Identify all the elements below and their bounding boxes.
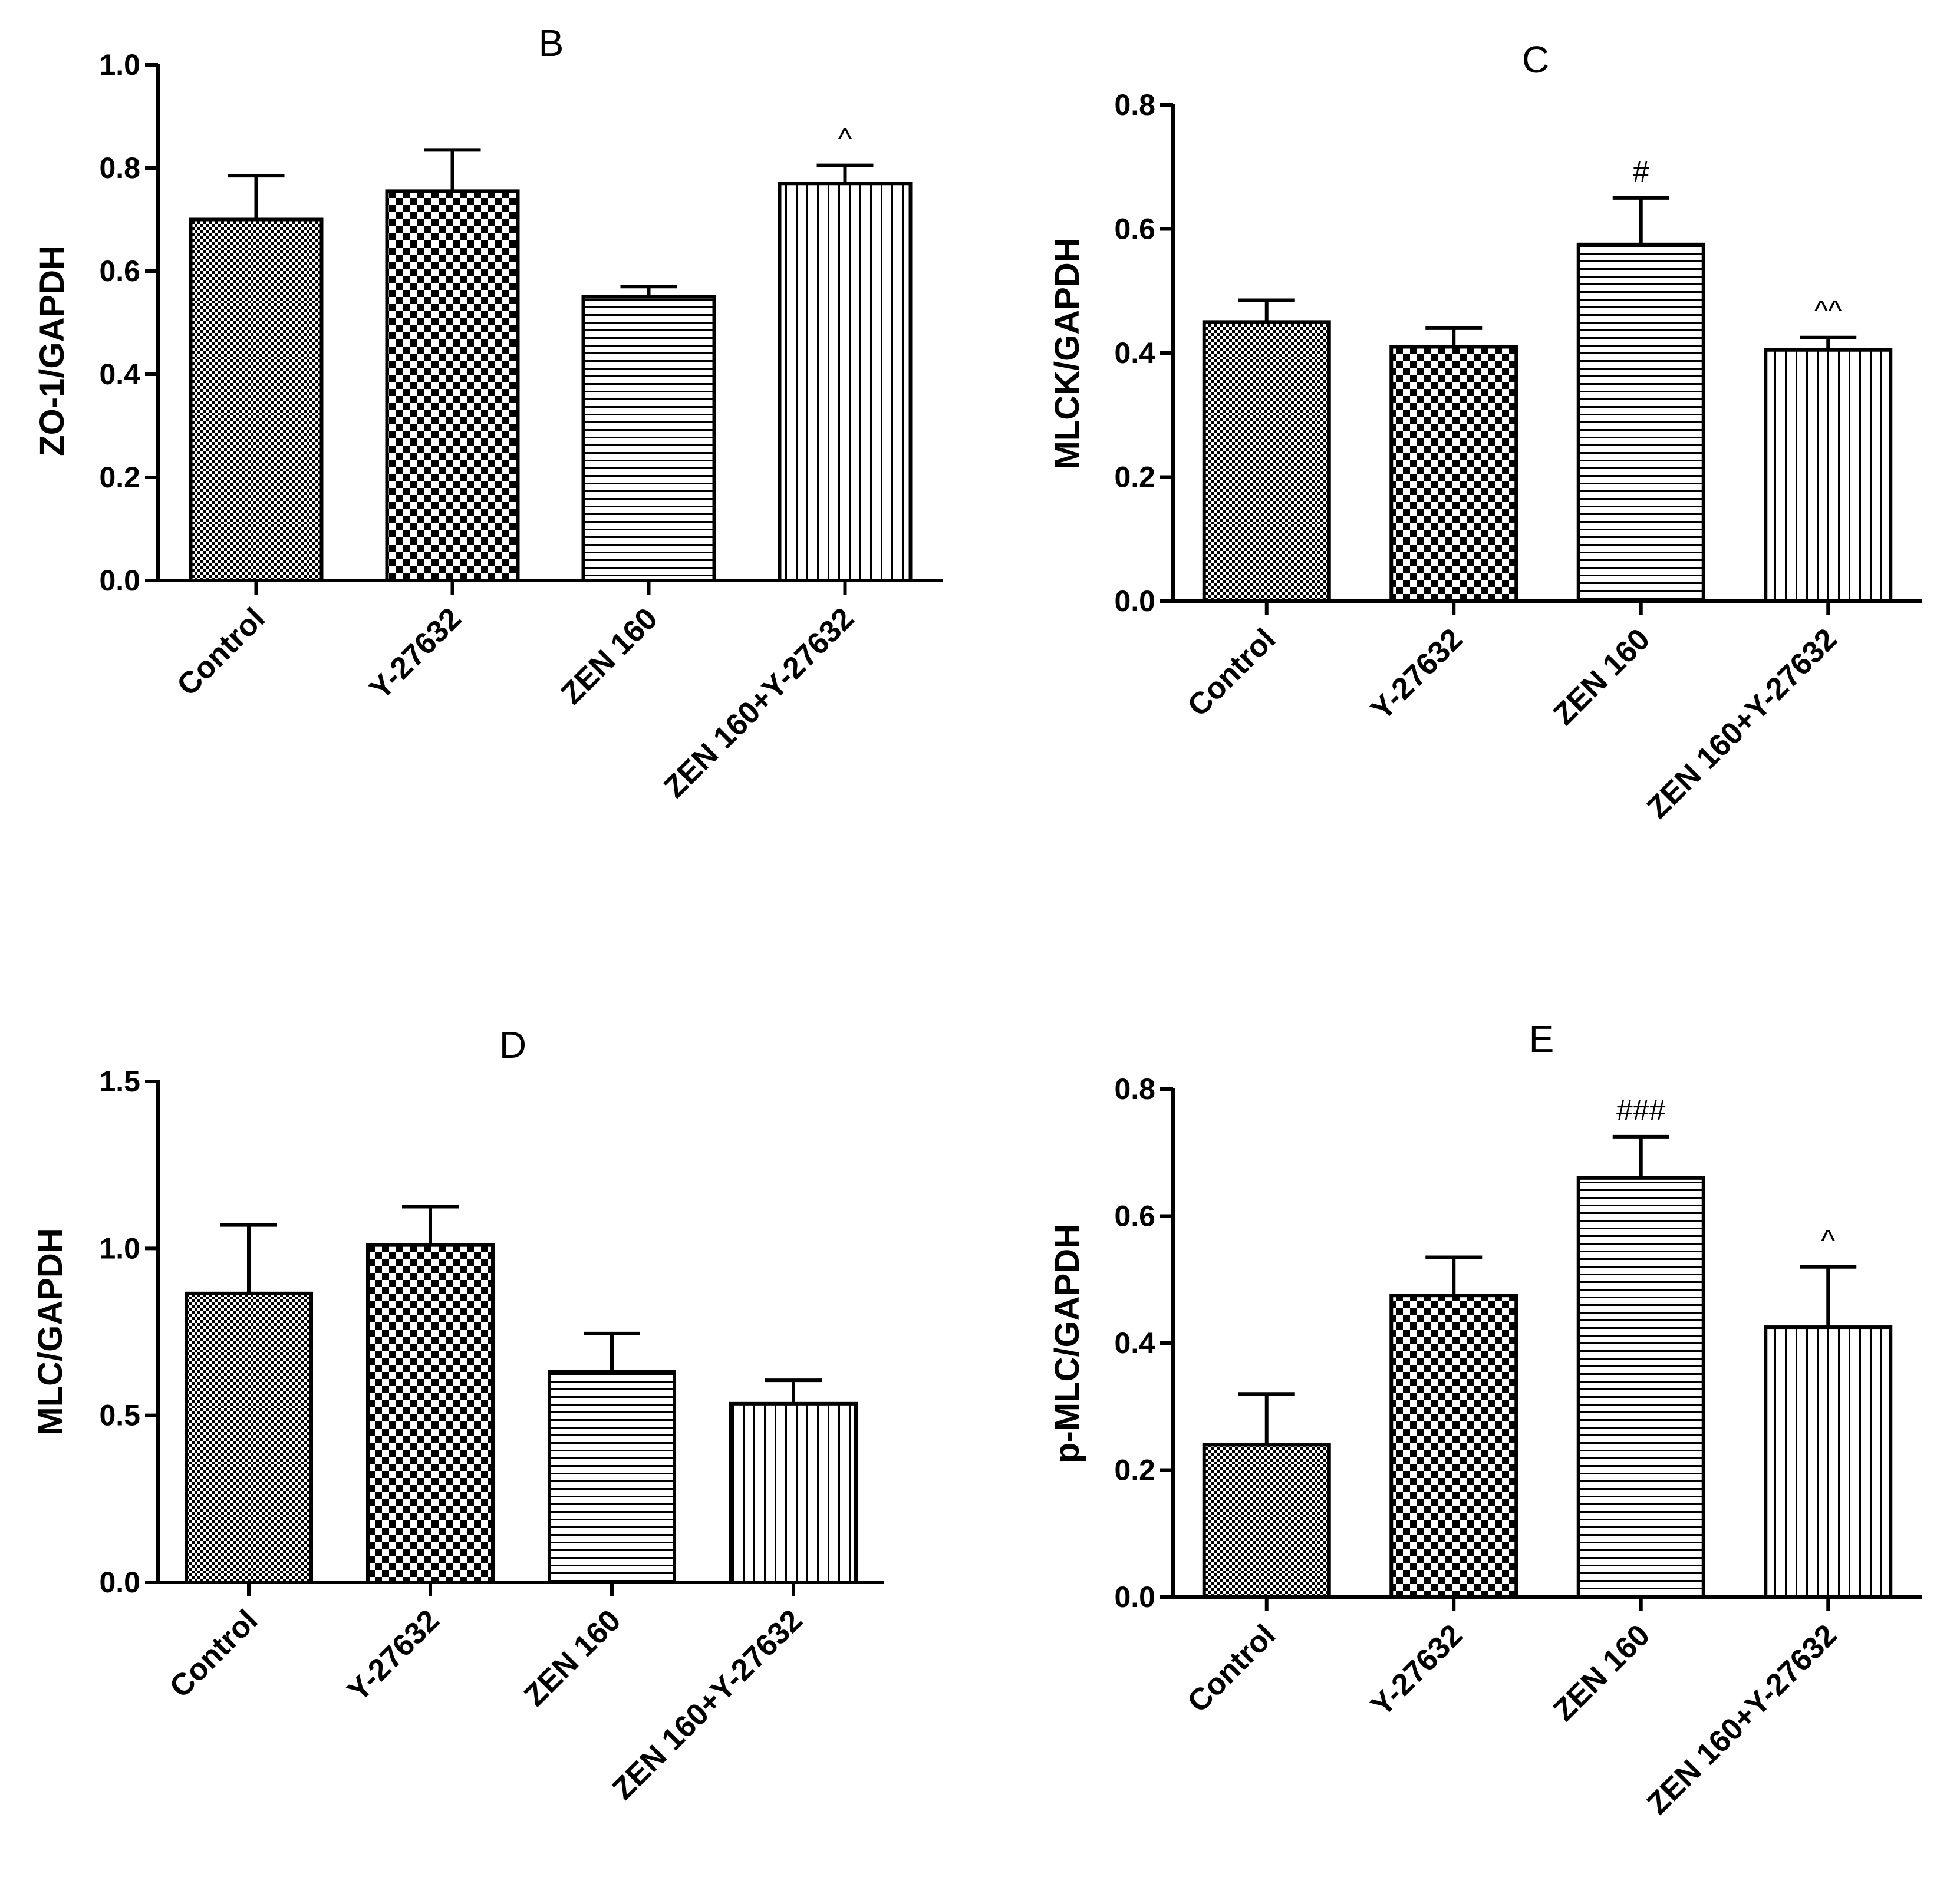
y-tick-label: 0.0 [1114, 585, 1155, 618]
y-tick-label: 0.2 [99, 461, 140, 494]
chart-panel-b: B ZO-1/GAPDH 0.0 0.2 0.4 0.6 0.8 1.0 Control Y-… [0, 0, 979, 943]
bar [1764, 348, 1893, 603]
y-tick-label: 0.5 [99, 1399, 140, 1432]
y-axis-label: p-MLC/GAPDH [1048, 1224, 1086, 1463]
x-category-label: Y-27632 [1365, 1618, 1470, 1723]
bar [581, 295, 716, 582]
x-category-label: ZEN 160+Y-27632 [1641, 622, 1844, 825]
chart-title: B [539, 22, 564, 64]
chart-title: D [499, 1024, 526, 1066]
bar [1576, 1176, 1705, 1599]
y-tick-label: 0.4 [1114, 337, 1155, 370]
significance-label: ^^ [1814, 295, 1842, 328]
x-category-label: Control [1181, 1618, 1283, 1719]
y-axis-label: MLC/GAPDH [31, 1228, 70, 1435]
significance-label: ^ [838, 123, 852, 156]
chart-panel-d: D MLC/GAPDH 0.0 0.5 1.0 1.5 Control Y-27632 ZE… [0, 990, 979, 1887]
bar [1764, 1325, 1893, 1599]
bar [189, 217, 324, 582]
bar [1202, 1443, 1331, 1599]
chart-c-svg: C MLCK/GAPDH 0.0 0.2 0.4 0.6 0.8 Control Y-276… [1048, 38, 1922, 825]
x-category-label: ZEN 160+Y-27632 [1641, 1618, 1844, 1821]
y-tick-label: 0.8 [1114, 1073, 1155, 1106]
x-category-label: ZEN 160+Y-27632 [657, 601, 861, 804]
x-category-label: ZEN 160 [555, 601, 664, 711]
chart-d-svg: D MLC/GAPDH 0.0 0.5 1.0 1.5 Control Y-27632 ZE… [31, 1024, 884, 1806]
bar [1389, 1294, 1518, 1599]
chart-panel-e: E p-MLC/GAPDH 0.0 0.2 0.4 0.6 0.8 Control Y-27… [979, 990, 1960, 1887]
y-tick-label: 0.6 [1114, 1200, 1155, 1233]
bar [548, 1370, 676, 1584]
bar [1576, 242, 1705, 603]
x-category-label: Y-27632 [341, 1603, 446, 1708]
y-axis-label: MLCK/GAPDH [1048, 237, 1086, 469]
bar [385, 189, 520, 582]
x-category-label: Control [1181, 622, 1283, 723]
significance-label: # [1633, 155, 1649, 188]
bar [729, 1401, 858, 1584]
y-tick-label: 0.6 [99, 255, 140, 288]
bar [366, 1243, 495, 1584]
bar [778, 182, 913, 582]
x-category-label: ZEN 160 [518, 1603, 627, 1713]
y-tick-label: 0.0 [1114, 1581, 1155, 1614]
significance-label: ### [1616, 1094, 1666, 1127]
y-tick-label: 0.2 [1114, 461, 1155, 494]
x-category-label: ZEN 160 [1547, 1618, 1656, 1727]
x-category-label: Control [163, 1603, 265, 1704]
x-category-label: ZEN 160 [1547, 622, 1656, 731]
chart-title: C [1522, 38, 1549, 81]
y-tick-label: 0.4 [99, 358, 140, 391]
y-tick-label: 0.6 [1114, 213, 1155, 246]
y-tick-label: 0.4 [1114, 1327, 1155, 1360]
bar [1202, 320, 1331, 603]
y-tick-label: 1.5 [99, 1065, 140, 1098]
y-tick-label: 0.0 [99, 564, 140, 597]
significance-label: ^ [1821, 1224, 1836, 1257]
y-tick-label: 0.2 [1114, 1454, 1155, 1487]
x-category-label: Y-27632 [1365, 622, 1470, 727]
y-axis-label: ZO-1/GAPDH [33, 245, 71, 456]
chart-b-svg: B ZO-1/GAPDH 0.0 0.2 0.4 0.6 0.8 1.0 Control Y-… [33, 22, 943, 804]
chart-panel-c: C MLCK/GAPDH 0.0 0.2 0.4 0.6 0.8 Control Y-276… [979, 0, 1960, 943]
x-category-label: Y-27632 [363, 601, 468, 706]
plot-area: 0.0 0.2 0.4 0.6 0.8 Control Y-27632 # ZEN 160 ^^ Z… [1114, 88, 1922, 825]
plot-area: 0.0 0.2 0.4 0.6 0.8 Control Y-27632 ### ZEN 160 ^… [1114, 1073, 1922, 1821]
bar [185, 1291, 313, 1584]
y-tick-label: 1.0 [99, 48, 140, 81]
bar [1389, 345, 1518, 603]
x-category-label: ZEN 160+Y-27632 [606, 1603, 809, 1806]
plot-area: 0.0 0.2 0.4 0.6 0.8 1.0 Control Y-27632 ZEN 160 ^… [99, 48, 943, 804]
y-tick-label: 0.0 [99, 1566, 140, 1599]
x-category-label: Control [170, 601, 272, 702]
chart-title: E [1529, 1018, 1554, 1060]
y-tick-label: 0.8 [99, 151, 140, 184]
y-tick-label: 0.8 [1114, 88, 1155, 121]
chart-e-svg: E p-MLC/GAPDH 0.0 0.2 0.4 0.6 0.8 Control Y-27… [1048, 1018, 1922, 1821]
y-tick-label: 1.0 [99, 1232, 140, 1265]
